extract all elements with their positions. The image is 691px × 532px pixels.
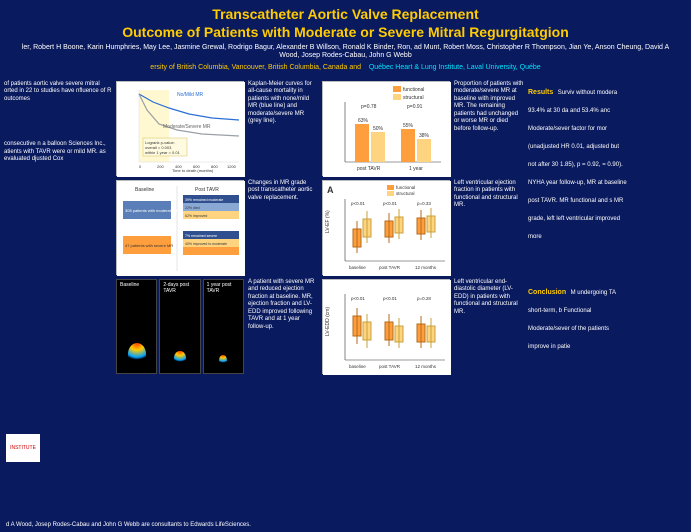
svg-text:functional: functional <box>403 87 424 93</box>
svg-text:p=0.78: p=0.78 <box>361 104 377 110</box>
intro-text: of patients aortic valve severe mitral o… <box>4 81 112 104</box>
echo-1year: 1 year post TAVR <box>203 279 244 374</box>
caption-bar: Proportion of patients with moderate/sev… <box>454 81 524 176</box>
svg-text:post TAVR: post TAVR <box>379 364 401 369</box>
svg-text:A: A <box>327 185 334 195</box>
col-captions-left: Kaplan-Meier curves for all-cause mortal… <box>248 81 318 374</box>
echo-post-tavr: 2-days post TAVR <box>159 279 200 374</box>
disclosure-footer: d A Wood, Josep Rodes-Cabau and John G W… <box>6 522 251 528</box>
conclusion-heading: Conclusion <box>528 289 566 296</box>
svg-text:LV-EDD (cm): LV-EDD (cm) <box>325 306 331 335</box>
svg-text:400: 400 <box>175 164 182 169</box>
affiliation-2: Québec Heart & Lung Institute, Laval Uni… <box>369 64 541 71</box>
svg-text:55%: 55% <box>403 123 414 129</box>
affiliation-1: ersity of British Columbia, Vancouver, B… <box>150 64 361 71</box>
svg-text:39% remained moderate: 39% remained moderate <box>185 198 223 202</box>
methods-text: consecutive n a balloon Sciences Inc., a… <box>4 141 112 164</box>
svg-text:1 year: 1 year <box>409 166 423 172</box>
svg-text:structural: structural <box>403 95 424 101</box>
svg-text:12 months: 12 months <box>415 265 437 270</box>
svg-text:12 months: 12 months <box>415 364 437 369</box>
conclusion-body: M undergoing TA short-term, b Functional… <box>528 290 616 350</box>
title-block: Transcatheter Aortic Valve Replacement O… <box>0 0 691 75</box>
svg-text:p<0.01: p<0.01 <box>383 296 397 301</box>
caption-mr: Changes in MR grade post transcatheter a… <box>248 180 318 275</box>
echo-baseline: Baseline <box>116 279 157 374</box>
improved-mr-bar-chart: functional structural 63% 50% 55% 38% p=… <box>322 81 450 176</box>
lv-ef-boxplot: A functional structural LV-EF (%) p<0.01… <box>322 180 450 275</box>
col-captions-right: Proportion of patients with moderate/sev… <box>454 81 524 374</box>
author-list: ler, Robert H Boone, Karin Humphries, Ma… <box>10 44 681 61</box>
svg-text:38%: 38% <box>419 133 430 139</box>
col-results: Results Surviv without modera 93.4% at 3… <box>528 81 628 374</box>
svg-text:63%: 63% <box>358 118 369 124</box>
svg-text:600: 600 <box>193 164 200 169</box>
svg-text:p=0.33: p=0.33 <box>417 201 431 206</box>
echo-panel-row: Baseline 2-days post TAVR 1 year post TA… <box>116 279 244 374</box>
svg-text:post TAVR: post TAVR <box>357 166 381 172</box>
title-line2: Outcome of Patients with Moderate or Sev… <box>10 24 681 40</box>
svg-text:50%: 50% <box>373 126 384 132</box>
svg-text:305 patients with moderate MR: 305 patients with moderate MR <box>125 208 180 213</box>
svg-text:22% died: 22% died <box>185 206 200 210</box>
svg-text:p<0.01: p<0.01 <box>351 296 365 301</box>
main-columns: of patients aortic valve severe mitral o… <box>0 75 691 374</box>
affiliations: ersity of British Columbia, Vancouver, B… <box>10 64 681 71</box>
svg-text:p=0.28: p=0.28 <box>417 296 431 301</box>
svg-text:7% remained severe: 7% remained severe <box>185 234 217 238</box>
title-line1: Transcatheter Aortic Valve Replacement <box>10 6 681 22</box>
svg-text:Post TAVR: Post TAVR <box>195 187 219 193</box>
svg-text:post TAVR: post TAVR <box>379 265 401 270</box>
caption-echo: A patient with severe MR and reduced eje… <box>248 279 318 374</box>
svg-text:baseline: baseline <box>349 364 366 369</box>
lv-edd-boxplot: LV-EDD (cm) p<0.01 p<0.01 p=0.28 baselin… <box>322 279 450 374</box>
kaplan-meier-chart: No/Mild MR Moderate/Severe MR Logrank p-… <box>116 81 244 176</box>
svg-text:47 patients with severe MR: 47 patients with severe MR <box>125 243 173 248</box>
results-heading: Results <box>528 89 553 96</box>
svg-text:800: 800 <box>211 164 218 169</box>
col-figures-right: functional structural 63% 50% 55% 38% p=… <box>322 81 450 374</box>
results-body: Surviv without modera 93.4% at 30 da and… <box>528 90 627 240</box>
caption-km: Kaplan-Meier curves for all-cause mortal… <box>248 81 318 176</box>
institute-logo: INSTITUTE <box>6 434 40 462</box>
svg-text:structural: structural <box>396 191 415 196</box>
svg-text:baseline: baseline <box>349 265 366 270</box>
svg-text:p<0.01: p<0.01 <box>351 201 365 206</box>
svg-text:functional: functional <box>396 185 415 190</box>
svg-text:p<0.01: p<0.01 <box>383 201 397 206</box>
svg-text:200: 200 <box>157 164 164 169</box>
svg-text:62% improved: 62% improved <box>185 214 207 218</box>
svg-text:p=0.91: p=0.91 <box>407 104 423 110</box>
mr-grade-chart: Baseline Post TAVR 305 patients with mod… <box>116 180 244 275</box>
svg-text:LV-EF (%): LV-EF (%) <box>325 210 331 233</box>
svg-text:Moderate/Severe MR: Moderate/Severe MR <box>163 124 211 130</box>
svg-text:No/Mild MR: No/Mild MR <box>177 92 204 98</box>
svg-text:1200: 1200 <box>227 164 237 169</box>
caption-ef: Left ventricular ejection fraction in pa… <box>454 180 524 275</box>
caption-edd: Left ventricular end-diastolic diameter … <box>454 279 524 374</box>
svg-text:Baseline: Baseline <box>135 187 154 193</box>
svg-text:40% improved to moderate: 40% improved to moderate <box>185 242 227 246</box>
col-intro: of patients aortic valve severe mitral o… <box>4 81 112 374</box>
svg-text:within 1 year = 0.01: within 1 year = 0.01 <box>145 150 181 155</box>
col-figures-left: No/Mild MR Moderate/Severe MR Logrank p-… <box>116 81 244 374</box>
